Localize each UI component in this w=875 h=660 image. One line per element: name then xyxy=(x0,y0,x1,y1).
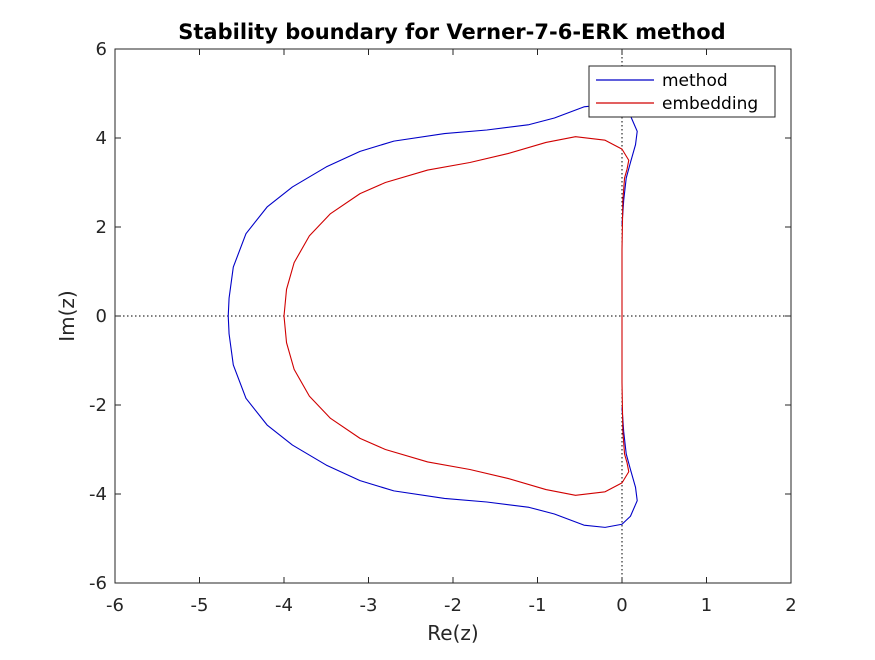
y-tick-label: -2 xyxy=(89,395,107,416)
legend: method embedding xyxy=(588,65,776,118)
x-tick-label: -6 xyxy=(106,595,124,616)
y-tick-label: -4 xyxy=(89,484,107,505)
legend-label-embedding: embedding xyxy=(662,94,758,114)
x-tick-label: 1 xyxy=(701,595,712,616)
reference-lines xyxy=(115,49,791,583)
x-tick-label: 2 xyxy=(785,595,796,616)
y-tick-label: -6 xyxy=(89,573,107,594)
y-tick-label: 6 xyxy=(96,39,107,60)
x-tick-label: 0 xyxy=(616,595,627,616)
x-axis-label: Re(z) xyxy=(427,621,478,645)
y-axis-label: Im(z) xyxy=(55,290,79,341)
x-axis: -6 -5 -4 -3 -2 -1 0 1 2 xyxy=(106,49,797,616)
chart-title: Stability boundary for Verner-7-6-ERK me… xyxy=(178,20,725,44)
y-tick-label: 2 xyxy=(96,217,107,238)
y-tick-label: 0 xyxy=(96,306,107,327)
series-line-embedding xyxy=(283,136,630,496)
x-tick-label: -3 xyxy=(360,595,378,616)
y-tick-label: 4 xyxy=(96,128,107,149)
x-tick-label: -4 xyxy=(275,595,293,616)
x-tick-label: -2 xyxy=(444,595,462,616)
x-tick-label: -5 xyxy=(191,595,209,616)
legend-label-method: method xyxy=(662,71,728,91)
legend-box xyxy=(588,65,776,118)
y-axis: -6 -4 -2 0 2 4 6 xyxy=(89,39,791,594)
x-tick-label: -1 xyxy=(529,595,547,616)
